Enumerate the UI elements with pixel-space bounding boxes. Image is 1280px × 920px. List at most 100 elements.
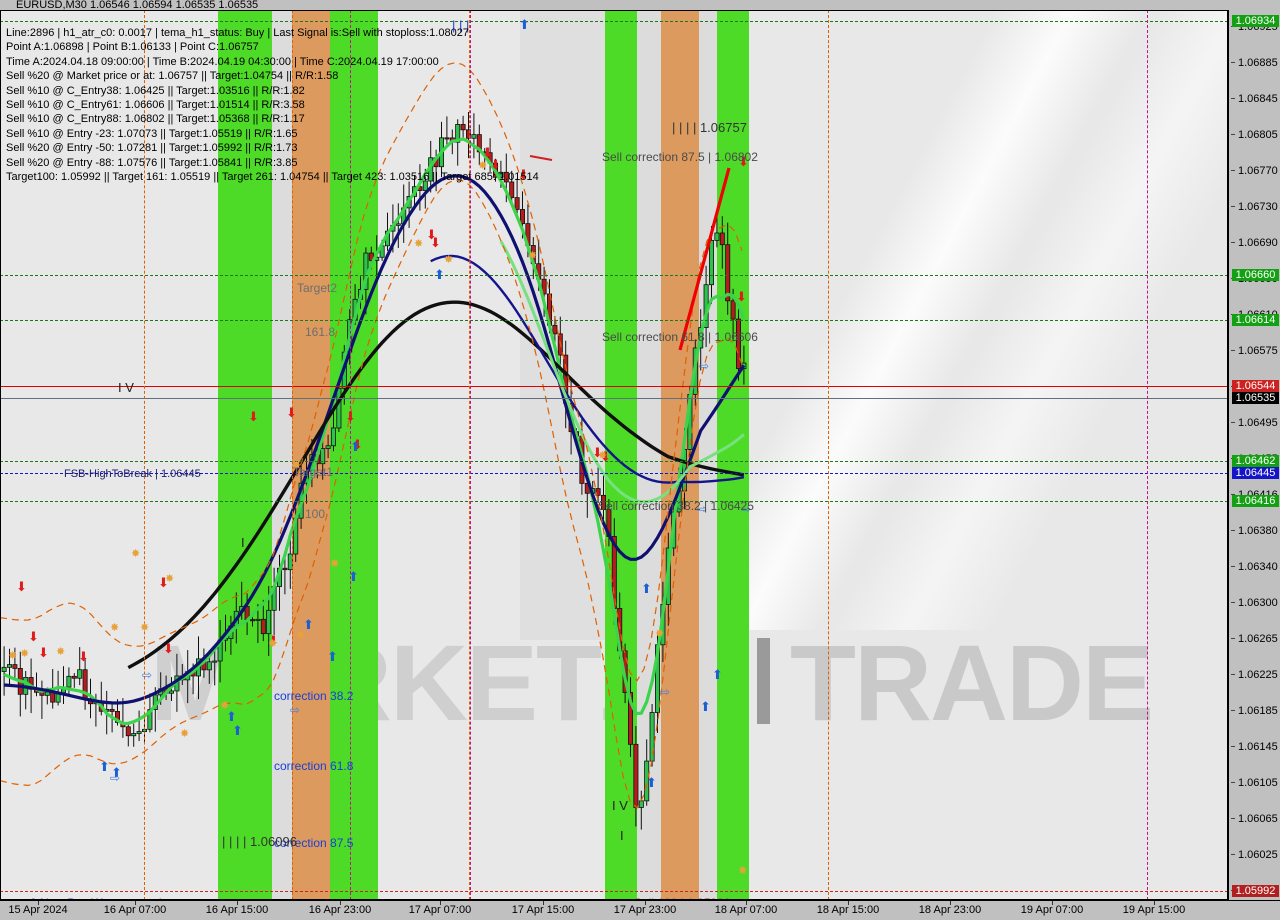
fractal-star-icon: ✸	[20, 648, 30, 660]
chart-annotation-label: | | | | 1.06757	[672, 120, 747, 135]
chart-annotation-label: Target2	[297, 281, 338, 295]
time-scale[interactable]: 15 Apr 2024 16 Apr 07:00 16 Apr 15:00 16 Ap…	[0, 900, 1280, 920]
chart-annotation-label: | | |	[452, 18, 470, 33]
hollow-arrow-icon: ⇨	[290, 703, 301, 717]
fractal-star-icon: ✸	[528, 250, 538, 262]
chart-title-bar	[0, 0, 1228, 12]
buy-arrow-up-icon: ⬆	[519, 17, 530, 32]
fractal-star-icon: ✸	[655, 628, 665, 640]
info-line: Point A:1.06898 | Point B:1.06133 | Poin…	[6, 41, 259, 54]
horizontal-level-line	[0, 891, 1228, 892]
price-badge: 1.06544	[1232, 380, 1279, 392]
fractal-star-icon: ✸	[220, 700, 230, 712]
chart-annotation-label: correction 38.2	[274, 689, 354, 703]
price-tick: 1.06025	[1229, 849, 1280, 861]
indicator-line	[430, 254, 745, 484]
sell-arrow-down-icon: ⬇	[430, 235, 441, 250]
fractal-star-icon: ✸	[444, 254, 454, 266]
sell-arrow-down-icon: ⬇	[482, 145, 493, 160]
indicator-line	[499, 240, 745, 504]
info-line: Sell %20 @ Entry -50: 1.07281 || Target:…	[6, 142, 298, 155]
price-badge: 1.06535	[1232, 392, 1279, 404]
horizontal-level-line	[0, 461, 1228, 462]
price-scale[interactable]: 1.06925 1.06885 1.06845 1.06805 1.06770 1.067…	[1228, 10, 1280, 900]
indicator-line	[3, 174, 746, 705]
fractal-star-icon: ✸	[268, 638, 278, 650]
sell-arrow-down-icon: ⬇	[352, 437, 363, 452]
info-line: Target100: 1.05992 || Target 161: 1.0551…	[6, 170, 539, 183]
fractal-star-icon: ✸	[292, 460, 302, 472]
highlight-band	[605, 10, 637, 900]
indicator-line	[0, 62, 743, 682]
time-tick-label: 16 Apr 23:00	[308, 904, 372, 916]
buy-arrow-up-icon: ⬆	[327, 649, 338, 664]
sell-arrow-down-icon: ⬇	[268, 633, 279, 648]
price-tick: 1.06575	[1229, 345, 1280, 357]
chart-plot-area[interactable]: MARKETZ TRADE ⬇ ⬇ ⬇ ⬇ ⬇ ⬇ ⬇ ⬇ ⬇ ⬇ ⬇ ⬇ ⬇ ⬇ ⬇ ⬇ ⬇ ⬇ ⬇ ⬇ ⬆ ⬆ ⬆ ⬆ ⬆ ⬆…	[0, 10, 1228, 900]
highlight-band	[717, 10, 749, 900]
fractal-star-icon: ✸	[56, 646, 66, 658]
buy-arrow-up-icon: ⬆	[350, 439, 361, 454]
time-tick-mark	[543, 901, 544, 905]
symbol-ohlc-label: EURUSD,M30 1.06546 1.06594 1.06535 1.065…	[16, 0, 259, 11]
sell-arrow-down-icon: ⬇	[163, 641, 174, 656]
chart-annotation-label: FSB-HighToBreak | 1.06445	[64, 468, 201, 480]
buy-arrow-up-icon: ⬆	[641, 581, 652, 596]
time-tick-label: 19 Apr 15:00	[1122, 904, 1186, 916]
watermark-divider	[757, 638, 770, 724]
buy-arrow-up-icon: ⬆	[712, 667, 723, 682]
info-line: Line:2896 | h1_atr_c0: 0.0017 | tema_h1_…	[6, 27, 469, 39]
indicator-line	[3, 137, 746, 726]
hollow-arrow-icon: ⇨	[741, 502, 752, 516]
indicator-line	[678, 167, 731, 351]
info-line: Sell %10 @ C_Entry88: 1.06802 || Target:…	[6, 113, 305, 126]
time-tick-mark	[135, 901, 136, 905]
price-tick: 1.06495	[1229, 417, 1280, 429]
horizontal-level-line	[0, 21, 1228, 22]
hollow-arrow-icon: ⇨	[699, 359, 710, 373]
sell-arrow-down-icon: ⬇	[28, 629, 39, 644]
time-tick-label: 18 Apr 15:00	[816, 904, 880, 916]
price-tick: 1.06380	[1229, 525, 1280, 537]
fractal-star-icon: ✸	[110, 622, 120, 634]
fractal-star-icon: ✸	[8, 650, 18, 662]
sell-arrow-down-icon: ⬇	[78, 649, 89, 664]
time-tick-mark	[237, 901, 238, 905]
price-tick: 1.06105	[1229, 777, 1280, 789]
price-tick: 1.06770	[1229, 165, 1280, 177]
indicator-line	[0, 179, 743, 809]
info-line: Sell %20 @ Entry -88: 1.07576 || Target:…	[6, 156, 298, 169]
horizontal-level-line	[0, 320, 1228, 321]
hollow-arrow-icon: ⇨	[697, 502, 708, 516]
chart-annotation-label: I V	[612, 798, 628, 813]
time-tick-mark	[1154, 901, 1155, 905]
chart-annotation-label: 100	[305, 507, 326, 521]
buy-arrow-up-icon: ⬆	[348, 569, 359, 584]
time-tick-label: 18 Apr 23:00	[918, 904, 982, 916]
fractal-star-icon: ✸	[330, 558, 340, 570]
highlight-band	[330, 10, 348, 900]
time-tick-label: 18 Apr 07:00	[714, 904, 778, 916]
time-tick-label: 19 Apr 07:00	[1020, 904, 1084, 916]
price-tick: 1.06340	[1229, 561, 1280, 573]
chart-annotation-label: Sell correction 87.5 | 1.06802	[602, 150, 758, 164]
buy-arrow-up-icon: ⬆	[700, 699, 711, 714]
fractal-star-icon: ✸	[738, 865, 748, 877]
info-line: Time A:2024.04.18 09:00:00 | Time B:2024…	[6, 55, 439, 68]
price-badge: 1.06660	[1232, 269, 1279, 281]
strategy-info-panel: Line:2896 | h1_atr_c0: 0.0017 | tema_h1_…	[6, 26, 539, 184]
buy-arrow-up-icon: ⬆	[111, 765, 122, 780]
chart-annotation-label: Sell 100 | 1.05992	[634, 896, 731, 900]
horizontal-level-line	[0, 386, 1228, 387]
price-badge: 1.06934	[1232, 15, 1279, 27]
hollow-arrow-icon: ⇨	[142, 668, 153, 682]
sell-arrow-down-icon: ⬇	[426, 227, 437, 242]
vertical-level-line	[350, 10, 351, 900]
vertical-level-line	[292, 10, 293, 900]
highlight-band	[272, 10, 292, 900]
time-tick-mark	[1052, 901, 1053, 905]
price-tick: 1.06730	[1229, 201, 1280, 213]
price-badge: 1.05992	[1232, 885, 1279, 897]
price-tick: 1.06065	[1229, 813, 1280, 825]
